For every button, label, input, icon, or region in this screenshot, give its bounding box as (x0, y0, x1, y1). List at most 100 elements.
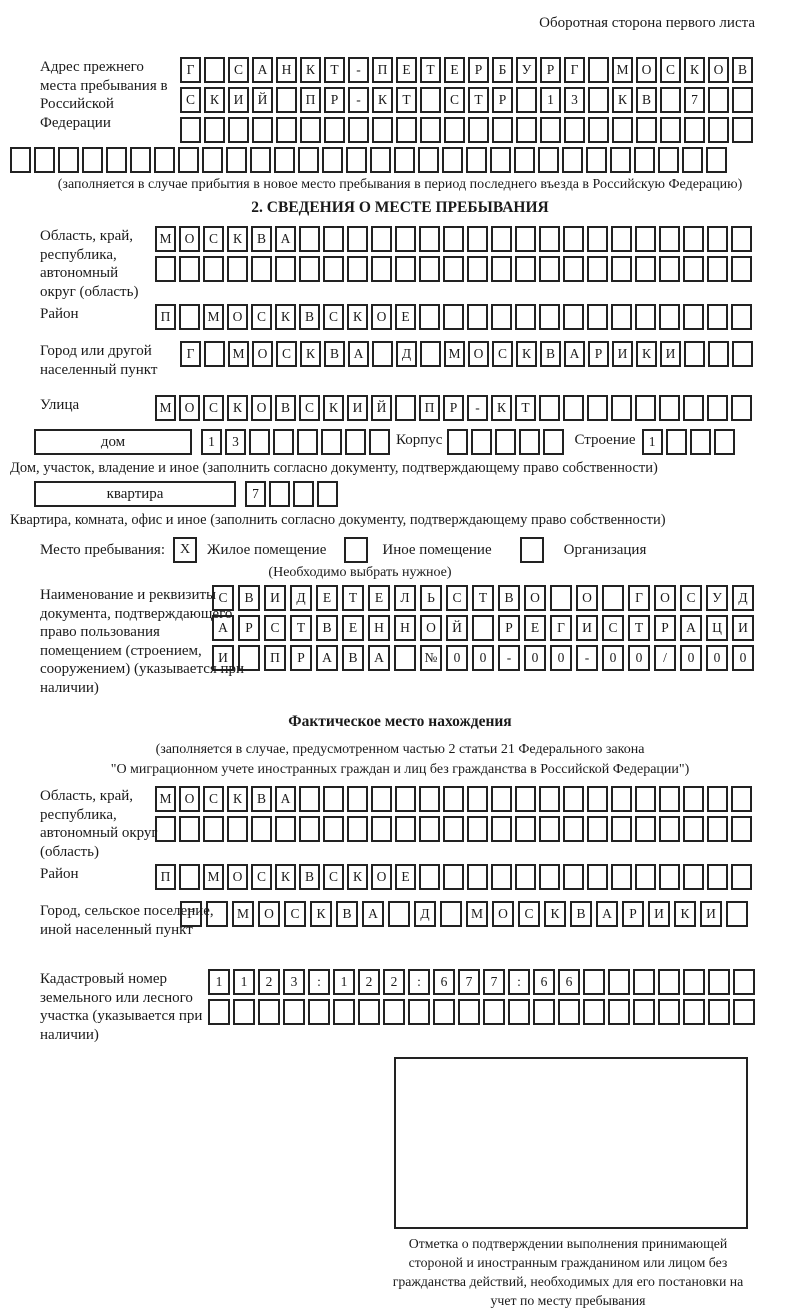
char-cell (233, 999, 255, 1025)
checkbox-other-premises (344, 537, 369, 563)
district-label: Район (40, 306, 79, 322)
char-cell (276, 117, 297, 143)
actual-city-label: Город, сельское поселение, иной населенн… (40, 903, 214, 938)
char-cell (550, 585, 572, 611)
char-cell: О (179, 786, 200, 812)
char-cell: К (310, 901, 332, 927)
char-cell (611, 256, 632, 282)
char-cell: С (323, 304, 344, 330)
char-cell (395, 256, 416, 282)
char-cell (155, 256, 176, 282)
cell-row-full-width (10, 147, 800, 173)
char-cell (588, 117, 609, 143)
char-cell (683, 256, 704, 282)
char-cell (539, 226, 560, 252)
char-cell: К (227, 786, 248, 812)
char-cell: 7 (684, 87, 705, 113)
char-cell: Й (252, 87, 273, 113)
char-cell (611, 395, 632, 421)
char-cell (563, 256, 584, 282)
house-caption: Дом, участок, владение и иное (заполнить… (10, 460, 658, 476)
char-cell: С (444, 87, 465, 113)
char-cell (408, 999, 430, 1025)
prev-address-block: Адрес прежнего места пребывания в Россий… (0, 57, 800, 143)
actual-district-label: Район (40, 866, 79, 882)
option-other-premises-label: Иное помещение (382, 541, 492, 558)
char-cell: 0 (472, 645, 494, 671)
char-cell: Н (394, 615, 416, 641)
char-cell: 3 (283, 969, 305, 995)
char-cell: 3 (225, 429, 246, 455)
cadastral-block: Кадастровый номер земельного или лесного… (0, 969, 800, 1049)
char-cell (635, 226, 656, 252)
char-cell: 7 (483, 969, 505, 995)
char-cell: В (498, 585, 520, 611)
char-cell: / (654, 645, 676, 671)
char-cell: Г (550, 615, 572, 641)
char-cell (345, 429, 366, 455)
char-cell (467, 816, 488, 842)
char-cell: : (408, 969, 430, 995)
char-cell (612, 117, 633, 143)
char-cell: С (251, 304, 272, 330)
char-cell (443, 256, 464, 282)
char-cell (587, 226, 608, 252)
char-cell: М (155, 395, 176, 421)
prev-address-caption: (заполняется в случае прибытия в новое м… (57, 177, 743, 192)
char-cell (539, 304, 560, 330)
char-cell (467, 256, 488, 282)
char-cell: П (372, 57, 393, 83)
char-cell: Г (564, 57, 585, 83)
char-cell (636, 117, 657, 143)
char-cell (395, 226, 416, 252)
char-cell (587, 864, 608, 890)
apartment-row: квартира 7 (0, 481, 800, 511)
char-cell (443, 864, 464, 890)
char-cell (683, 864, 704, 890)
char-cell (293, 481, 314, 507)
char-cell: И (660, 341, 681, 367)
char-cell (708, 999, 730, 1025)
char-cell (420, 341, 441, 367)
char-cell (283, 999, 305, 1025)
char-cell (204, 57, 225, 83)
char-cell (707, 864, 728, 890)
char-cell: О (524, 585, 546, 611)
char-cell (495, 429, 517, 455)
char-cell (154, 147, 175, 173)
char-cell: У (516, 57, 537, 83)
char-cell (611, 304, 632, 330)
char-cell (683, 304, 704, 330)
char-cell: Н (368, 615, 390, 641)
cell-row (180, 117, 800, 143)
char-cell (299, 816, 320, 842)
page-side-note: Оборотная сторона первого листа (539, 15, 755, 31)
char-cell (708, 341, 729, 367)
checkbox-organization (519, 537, 544, 563)
char-cell: Р (498, 615, 520, 641)
char-cell (275, 816, 296, 842)
option-residential-label: Жилое помещение (207, 541, 327, 558)
char-cell: Р (443, 395, 464, 421)
char-cell (660, 87, 681, 113)
char-cell (419, 226, 440, 252)
char-cell: С (660, 57, 681, 83)
char-cell (492, 117, 513, 143)
char-cell (514, 147, 535, 173)
char-cell: 0 (524, 645, 546, 671)
char-cell (706, 147, 727, 173)
char-cell (471, 429, 493, 455)
actual-city-block: Город, сельское поселение, иной населенн… (0, 901, 800, 955)
char-cell (297, 429, 318, 455)
char-cell: С (299, 395, 320, 421)
char-cell: К (544, 901, 566, 927)
char-cell: О (654, 585, 676, 611)
char-cell (178, 147, 199, 173)
char-cell (467, 864, 488, 890)
